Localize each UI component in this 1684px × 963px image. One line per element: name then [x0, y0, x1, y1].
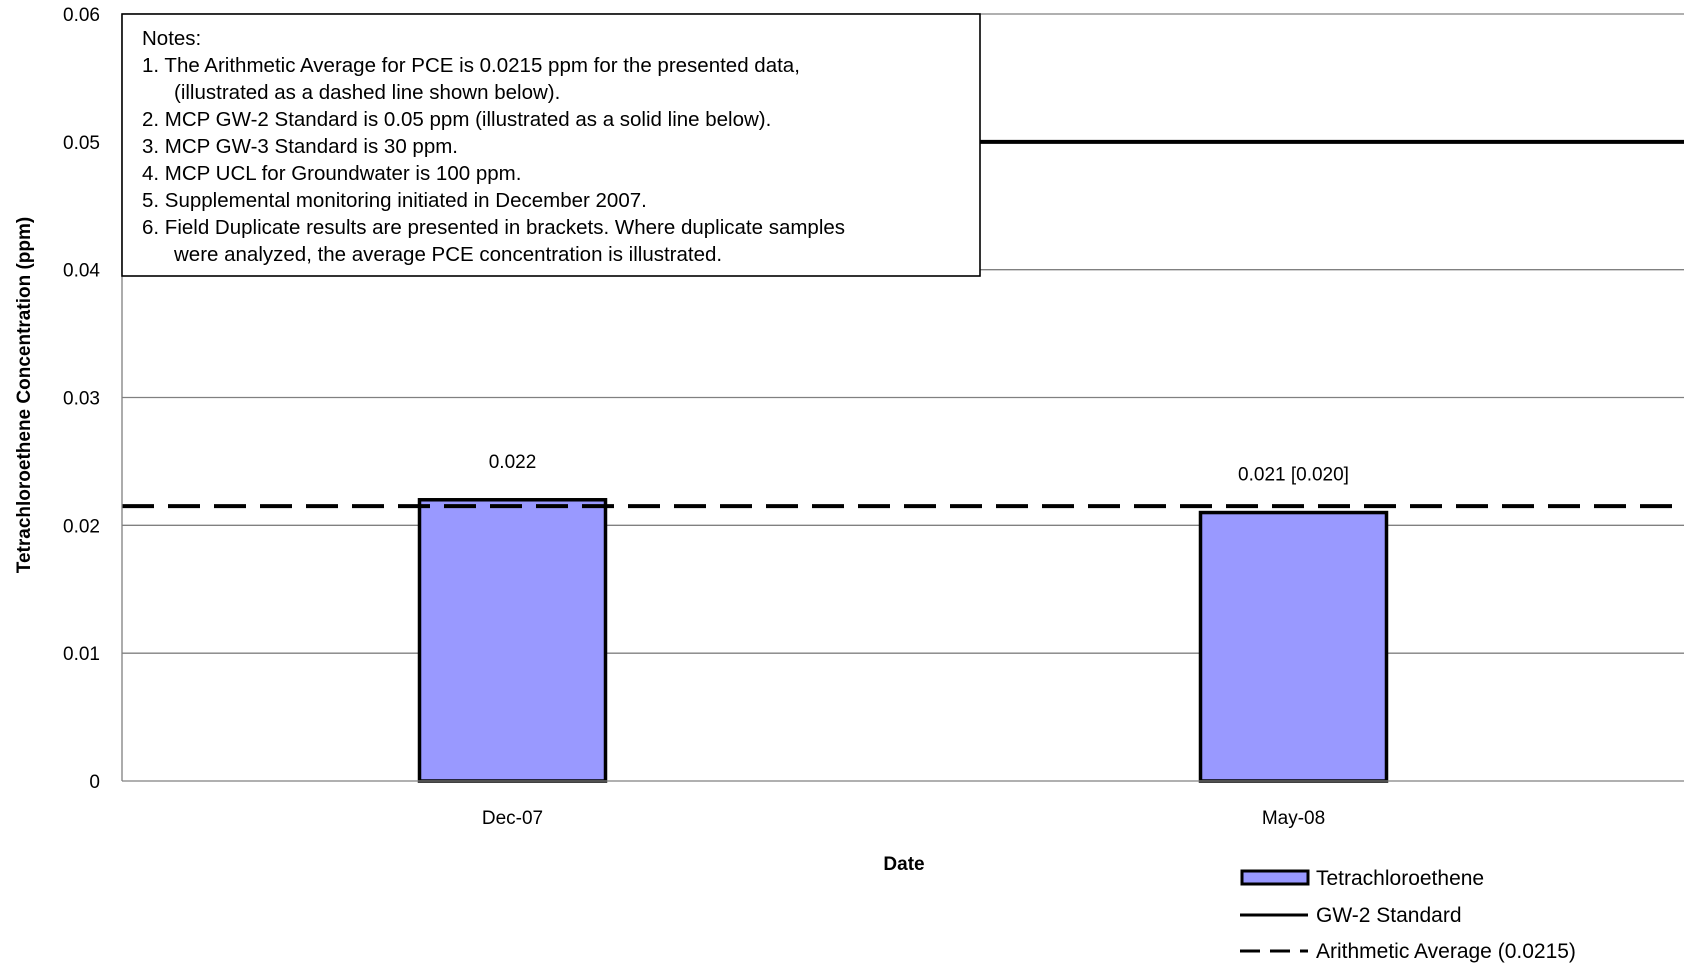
notes-frame: [121, 13, 981, 277]
y-tick-label: 0.04: [63, 261, 100, 282]
y-tick-label: 0.03: [63, 389, 100, 410]
notes-line: 5. Supplemental monitoring initiated in …: [142, 189, 647, 212]
y-tick-label: 0: [89, 772, 100, 793]
notes-box: Notes: 1. The Arithmetic Average for PCE …: [121, 13, 981, 277]
notes-line: 6. Field Duplicate results are presented…: [142, 216, 845, 239]
legend: Tetrachloroethene GW-2 Standard Arithmetic…: [1240, 867, 1576, 963]
legend-label: GW-2 Standard: [1316, 904, 1462, 927]
notes-line: 2. MCP GW-2 Standard is 0.05 ppm (illust…: [142, 108, 771, 131]
notes-line: 1. The Arithmetic Average for PCE is 0.0…: [142, 54, 800, 77]
y-axis-title: Tetrachloroethene Concentration (ppm): [14, 217, 35, 573]
legend-label: Tetrachloroethene: [1316, 867, 1484, 890]
bar: [417, 498, 608, 783]
notes-heading: Notes:: [142, 27, 201, 50]
y-tick-label: 0.06: [63, 5, 100, 26]
x-axis-title: Date: [883, 854, 924, 875]
bar: [1198, 510, 1389, 783]
notes-line: were analyzed, the average PCE concentra…: [173, 243, 722, 266]
notes-line: 3. MCP GW-3 Standard is 30 ppm.: [142, 135, 458, 158]
notes-line: 4. MCP UCL for Groundwater is 100 ppm.: [142, 162, 521, 185]
y-tick-label: 0.02: [63, 516, 100, 537]
y-tick-label: 0.01: [63, 644, 100, 665]
x-tick-label: May-08: [1262, 808, 1325, 829]
bar-data-label: 0.021 [0.020]: [1238, 465, 1349, 486]
bar-data-label: 0.022: [489, 452, 537, 473]
x-tick-label: Dec-07: [482, 808, 543, 829]
bars: [417, 498, 1389, 783]
notes-line: (illustrated as a dashed line shown belo…: [174, 81, 560, 104]
legend-label: Arithmetic Average (0.0215): [1316, 940, 1576, 963]
y-tick-label: 0.05: [63, 133, 100, 154]
legend-swatch-bar: [1240, 869, 1310, 886]
data-labels: 0.022 0.021 [0.020]: [489, 452, 1349, 486]
